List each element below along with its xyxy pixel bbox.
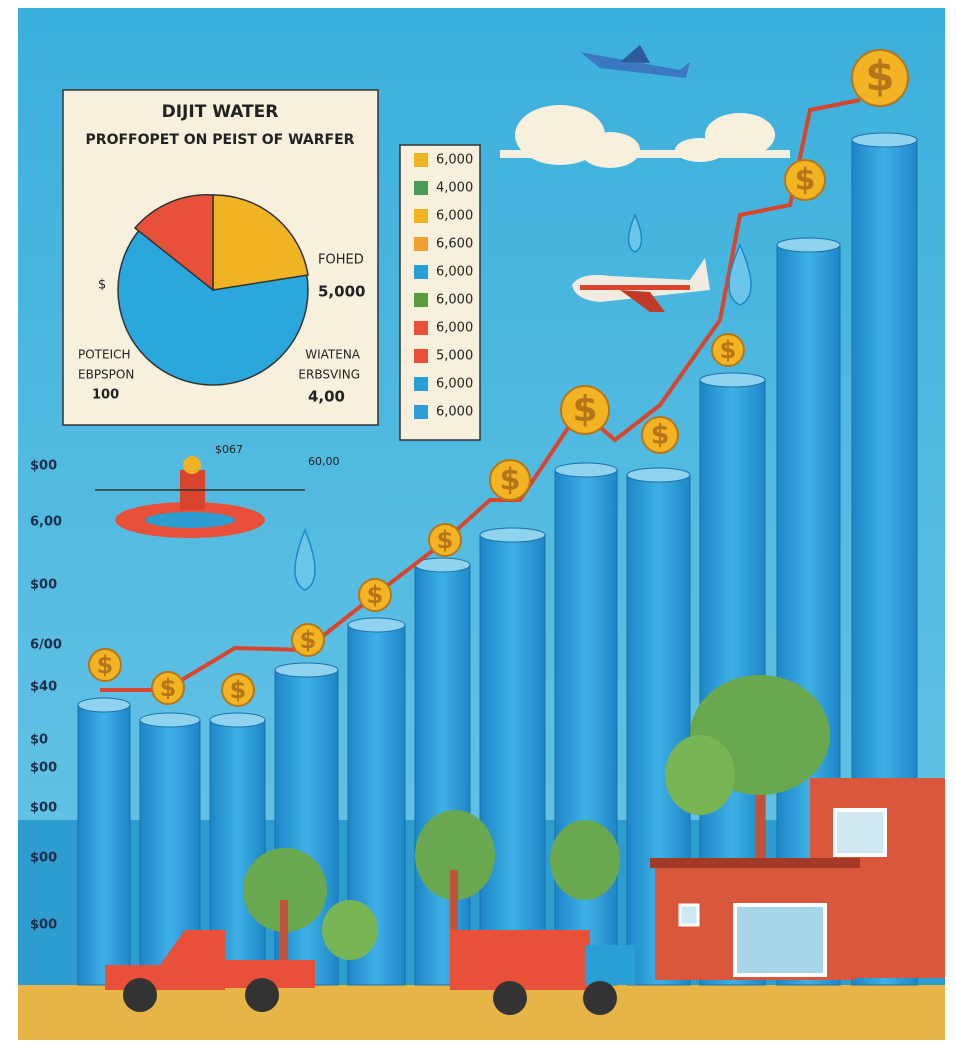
legend-label: 6,000: [436, 293, 473, 308]
legend-label: 4,000: [436, 181, 473, 196]
coin-symbol: $: [500, 463, 521, 498]
column-top: [555, 463, 617, 477]
column-top: [275, 663, 338, 677]
legend-label: 6,000: [436, 265, 473, 280]
column-top: [140, 713, 200, 727]
column-top: [852, 133, 917, 147]
column-top: [777, 238, 840, 252]
coin-symbol: $: [300, 626, 317, 654]
column-top: [480, 528, 545, 542]
legend-swatch: [414, 209, 428, 223]
legend-swatch: [414, 377, 428, 391]
legend-swatch: [414, 293, 428, 307]
column-top: [627, 468, 690, 482]
pie-label: 5,000: [318, 283, 365, 301]
coin-symbol: $: [572, 389, 597, 430]
pie-label: EBPSPON: [78, 368, 134, 382]
axis-label: $00: [30, 459, 57, 474]
drip-label: 60,00: [308, 455, 340, 468]
coin-symbol: $: [437, 526, 454, 554]
legend-swatch: [414, 181, 428, 195]
axis-label: $00: [30, 851, 57, 866]
legend-label: 6,000: [436, 153, 473, 168]
column-top: [78, 698, 130, 712]
pie-label: $: [98, 278, 106, 293]
legend-label: 6,000: [436, 405, 473, 420]
axis-label: $00: [30, 578, 57, 593]
legend-label: 6,000: [436, 209, 473, 224]
legend-swatch: [414, 349, 428, 363]
legend-label: 6,000: [436, 321, 473, 336]
axis-label: $40: [30, 680, 57, 695]
pie-subtitle: PROFFOPET ON PEIST OF WARFER: [86, 132, 355, 148]
column-top: [700, 373, 765, 387]
legend-label: 5,000: [436, 349, 473, 364]
water-column: [415, 565, 470, 985]
coin-symbol: $: [795, 163, 816, 198]
pie-label: POTEICH: [78, 348, 131, 362]
water-column: [78, 705, 130, 985]
axis-label: 6/00: [30, 638, 62, 653]
water-column: [555, 470, 617, 985]
pie-label: ERBSVING: [298, 368, 360, 382]
pie-label: WIATENA: [305, 348, 361, 362]
pie-label: 100: [92, 388, 119, 403]
coin-symbol: $: [97, 651, 114, 679]
coin-symbol: $: [651, 420, 670, 451]
infographic: $$$$$$$$$$$$ $067 60,00 $006,: [0, 0, 956, 1049]
coin-symbol: $: [865, 52, 894, 101]
water-column: [480, 535, 545, 985]
coin-symbol: $: [720, 336, 737, 364]
pie-label: FOHED: [318, 253, 364, 268]
column-top: [210, 713, 265, 727]
legend-swatch: [414, 321, 428, 335]
axis-label: $00: [30, 918, 57, 933]
float-label: $067: [215, 443, 243, 456]
pie-label: 4,00: [308, 388, 345, 406]
coin-symbol: $: [230, 676, 247, 704]
legend-label: 6,600: [436, 237, 473, 252]
coin-symbol: $: [160, 674, 177, 702]
pie-panel: DIJIT WATER PROFFOPET ON PEIST OF WARFER…: [63, 90, 378, 425]
legend: 6,000 4,000 6,000 6,600 6,000 6,000 6,000 5,000…: [400, 145, 480, 440]
axis-label: $00: [30, 761, 57, 776]
legend-label: 6,000: [436, 377, 473, 392]
legend-swatch: [414, 153, 428, 167]
column-top: [348, 618, 405, 632]
ground: [18, 985, 945, 1040]
legend-swatch: [414, 405, 428, 419]
pie-title: DIJIT WATER: [162, 102, 279, 122]
axis-label: 6,00: [30, 515, 62, 530]
axis-label: $0: [30, 733, 48, 748]
legend-swatch: [414, 265, 428, 279]
axis-label: $00: [30, 801, 57, 816]
coin-symbol: $: [367, 581, 384, 609]
legend-swatch: [414, 237, 428, 251]
